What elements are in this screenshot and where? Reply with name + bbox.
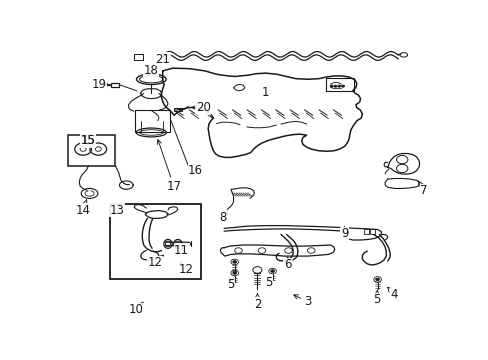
Circle shape [329,85,332,87]
Text: 8: 8 [219,210,227,224]
Text: 21: 21 [155,53,170,66]
Text: 15: 15 [81,134,96,147]
Bar [369,229,374,234]
Text: 10: 10 [128,302,143,316]
Text: 1: 1 [261,86,268,99]
Circle shape [341,85,344,87]
Circle shape [337,85,340,87]
Text: 3: 3 [293,295,310,308]
Text: 5: 5 [264,276,272,289]
Bar [110,204,200,279]
Text: 15: 15 [81,135,95,145]
Text: 5: 5 [227,277,234,291]
Text: 9: 9 [340,227,347,240]
Circle shape [232,271,236,274]
Text: 11: 11 [174,244,189,257]
Bar [134,54,143,60]
Text: 16: 16 [188,164,203,177]
Text: 7: 7 [418,181,427,197]
Bar [68,135,115,166]
Circle shape [375,278,379,281]
Bar [364,229,368,234]
Text: 15: 15 [81,134,96,147]
Bar [174,108,181,111]
Text: 12: 12 [147,255,163,269]
Bar [326,77,353,91]
Text: 2: 2 [253,294,261,311]
Text: 13: 13 [109,203,124,217]
Bar [111,82,119,87]
Text: 18: 18 [143,64,159,77]
Text: 17: 17 [157,140,181,193]
Circle shape [270,270,274,273]
Text: 19: 19 [91,78,110,91]
Circle shape [232,261,236,263]
Bar [135,110,169,132]
Text: 4: 4 [387,287,398,301]
Text: 14: 14 [76,200,90,217]
Circle shape [333,85,336,87]
Text: 5: 5 [372,290,379,306]
Text: 20: 20 [191,101,210,114]
Text: 12: 12 [178,263,193,276]
Text: 6: 6 [284,257,291,271]
